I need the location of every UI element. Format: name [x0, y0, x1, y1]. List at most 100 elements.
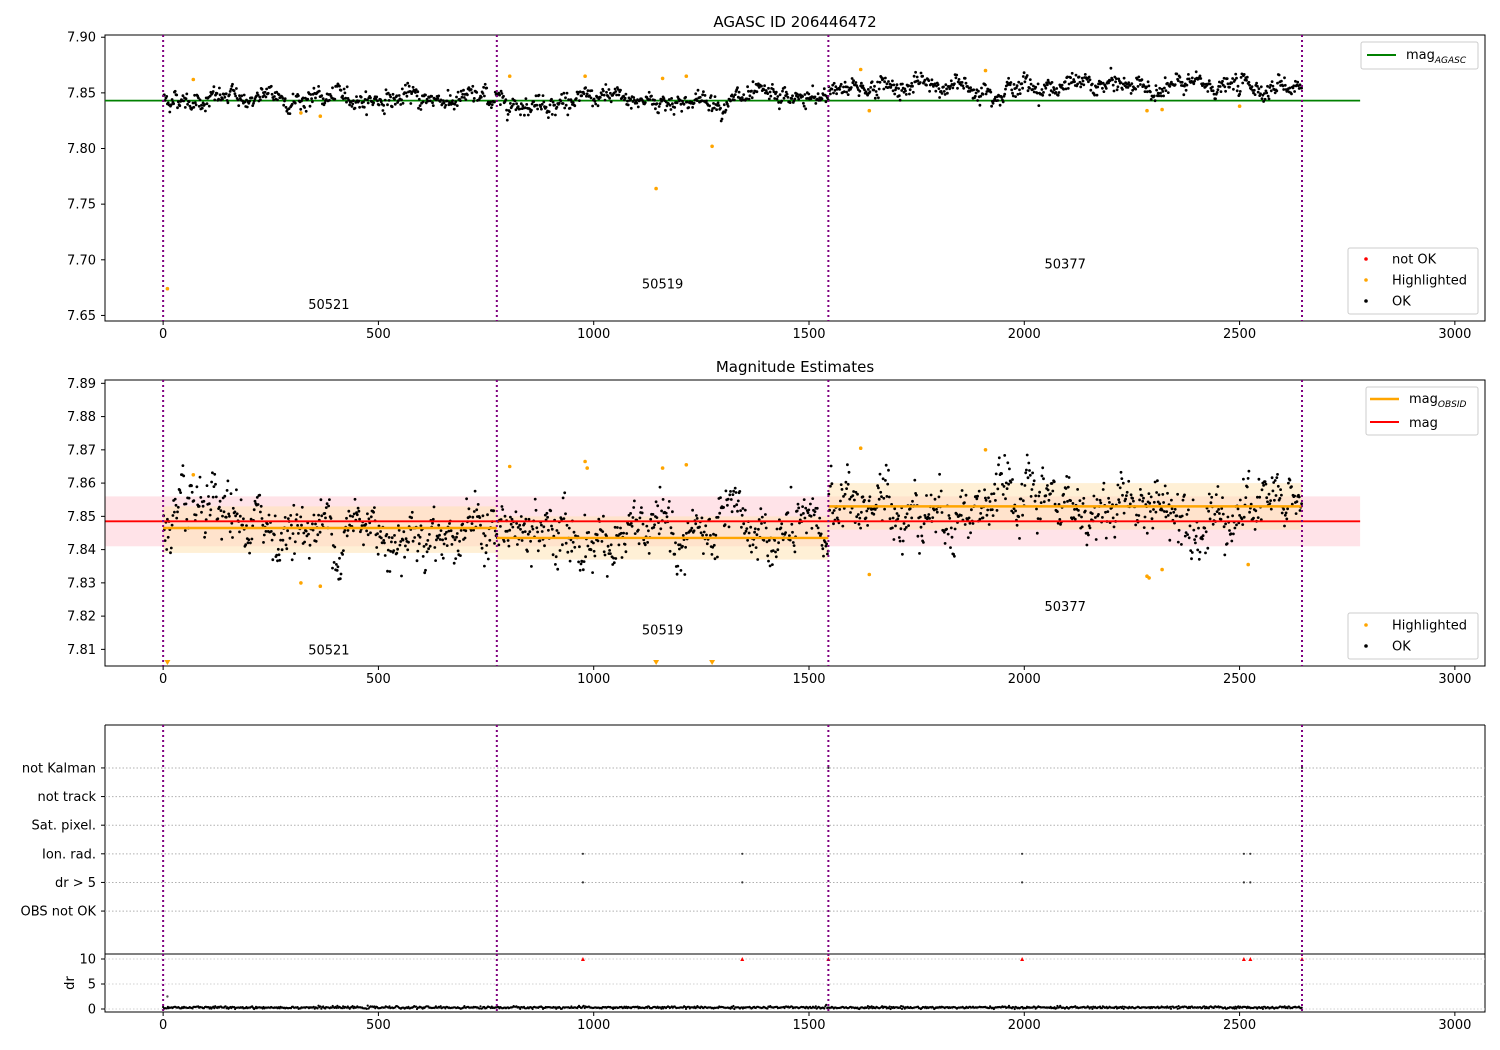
ok-point — [1046, 78, 1050, 82]
ok-point — [405, 94, 409, 98]
ok-point — [1189, 549, 1193, 552]
ok-point — [714, 533, 718, 537]
ok-point — [170, 98, 174, 101]
ok-point — [970, 508, 973, 512]
ok-point — [908, 92, 911, 96]
ok-point — [380, 541, 384, 545]
ok-point — [1083, 73, 1087, 76]
highlighted-point — [983, 448, 988, 452]
ok-point — [858, 516, 862, 520]
ok-point — [719, 106, 722, 110]
highlighted-point — [191, 473, 196, 477]
ok-point — [379, 100, 383, 104]
ok-point — [1285, 517, 1289, 521]
ok-point — [542, 525, 546, 529]
ok-point — [1039, 517, 1042, 521]
ok-point — [1112, 525, 1116, 529]
ok-point — [782, 96, 786, 100]
ok-point — [981, 92, 985, 96]
ok-point — [740, 525, 743, 529]
ok-point — [1158, 86, 1162, 90]
ok-point — [1176, 492, 1179, 496]
ok-point — [774, 555, 778, 559]
ok-point — [1069, 499, 1072, 502]
ok-point — [163, 539, 167, 542]
x-tick-label: 2500 — [1223, 672, 1256, 687]
ok-point — [1219, 90, 1223, 93]
ok-point — [451, 99, 454, 102]
ok-point — [614, 557, 618, 560]
ok-point — [1080, 525, 1084, 529]
ok-point — [1063, 500, 1066, 504]
ok-point — [1021, 86, 1024, 90]
ok-point — [1122, 76, 1126, 80]
ok-point — [579, 562, 583, 566]
ok-point — [647, 552, 651, 555]
dr-point — [866, 1005, 870, 1008]
legend-label-subscript: AGASC — [1434, 56, 1467, 66]
ok-point — [252, 102, 255, 105]
ok-point — [1165, 510, 1169, 513]
ok-point — [640, 506, 643, 509]
ok-point — [1014, 95, 1017, 98]
ok-point — [740, 96, 744, 99]
ok-point — [528, 530, 532, 534]
ok-point — [178, 104, 182, 108]
ok-point — [366, 533, 370, 537]
ok-point — [1247, 80, 1251, 84]
ok-point — [1236, 84, 1240, 88]
ok-point — [657, 532, 661, 536]
ok-point — [594, 102, 598, 106]
dr-point — [373, 1005, 376, 1008]
ok-point — [1001, 100, 1005, 104]
ok-point — [742, 93, 746, 96]
ok-point — [1177, 528, 1181, 532]
ok-point — [345, 534, 349, 538]
ok-point — [415, 559, 419, 563]
ok-point — [417, 97, 421, 101]
ok-point — [891, 516, 895, 520]
flag-point — [1242, 881, 1245, 884]
ok-point — [259, 510, 262, 514]
ok-point — [724, 108, 728, 112]
ok-point — [267, 513, 271, 517]
highlighted-point — [1237, 104, 1242, 108]
ok-point — [519, 515, 523, 518]
ok-point — [743, 508, 747, 512]
ok-point — [587, 531, 591, 534]
ok-point — [776, 95, 780, 98]
ok-point — [186, 102, 190, 106]
ok-point — [504, 98, 508, 102]
ok-point — [1183, 534, 1187, 538]
ok-point — [1190, 551, 1194, 554]
ok-point — [1238, 92, 1241, 96]
ok-point — [846, 463, 849, 467]
ok-point — [199, 496, 203, 499]
ok-point — [903, 528, 907, 531]
ok-point — [918, 552, 921, 555]
ok-point — [838, 88, 842, 91]
ok-point — [406, 81, 410, 85]
ok-point — [955, 73, 959, 77]
ok-point — [1166, 514, 1170, 517]
ok-point — [987, 496, 990, 500]
ok-point — [518, 107, 522, 111]
ok-point — [190, 490, 194, 494]
ok-point — [1300, 502, 1303, 506]
highlighted-point — [660, 76, 665, 81]
ok-point — [1274, 494, 1278, 497]
ok-point — [1101, 488, 1105, 491]
ok-point — [981, 516, 985, 520]
ok-point — [1134, 523, 1138, 527]
ok-point — [1275, 476, 1279, 479]
ok-point — [427, 547, 430, 551]
ok-point — [933, 82, 937, 86]
ok-point — [1196, 548, 1200, 552]
ok-point — [1242, 477, 1245, 481]
ok-point — [565, 91, 569, 95]
ok-point — [796, 502, 800, 506]
ok-point — [1108, 501, 1111, 504]
ok-point — [617, 543, 621, 547]
y-tick-label: 7.87 — [67, 443, 96, 458]
ok-point — [620, 556, 624, 559]
